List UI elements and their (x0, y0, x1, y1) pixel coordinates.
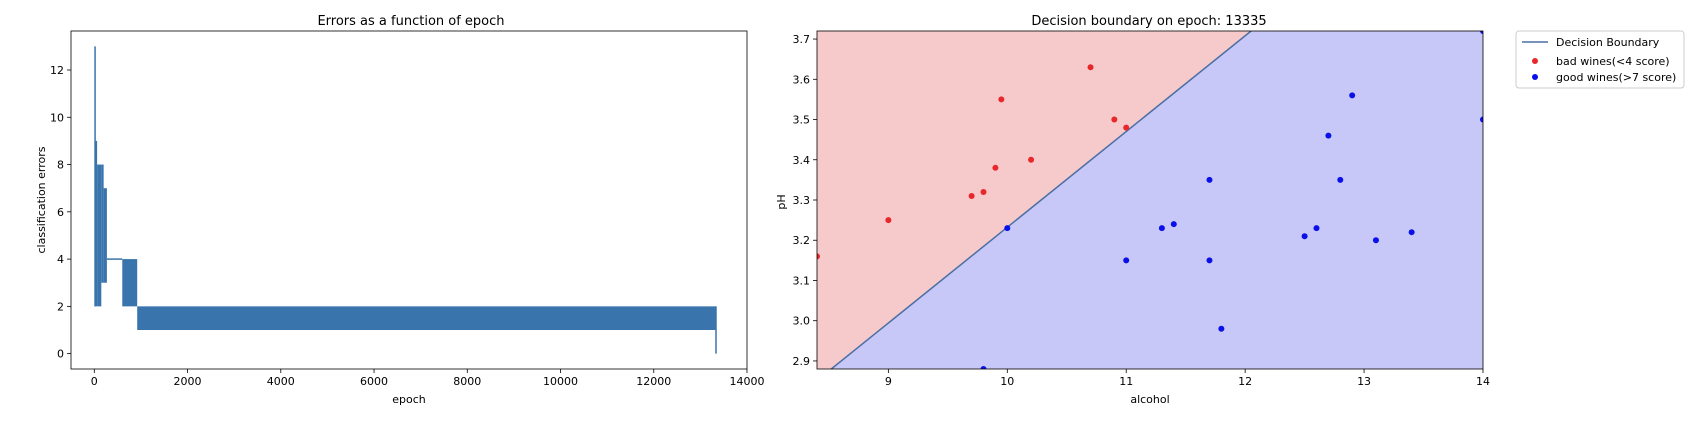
decision-y-tick-label: 3.3 (793, 194, 811, 207)
good-wine-point (1170, 221, 1177, 228)
good-wine-point (1313, 225, 1320, 232)
errors-x-tick-label: 2000 (174, 375, 202, 388)
bad-wine-point (1123, 124, 1130, 131)
good-wine-point (1480, 31, 1483, 34)
bad-wine-point (817, 253, 820, 260)
decision-y-tick-label: 3.5 (793, 114, 811, 127)
decision-y-ticks: 2.9 3.0 3.1 3.2 3.3 3.4 3.5 3.6 3.7 (793, 33, 817, 368)
decision-boundary-chart: Decision boundary on epoch: 13335 9 10 11 1… (775, 14, 1685, 406)
errors-x-tick-label: 8000 (453, 375, 481, 388)
good-wine-point (1123, 257, 1130, 264)
decision-y-tick-label: 3.1 (793, 274, 811, 287)
bad-wine-point (1087, 64, 1094, 71)
decision-x-tick-label: 11 (1119, 375, 1133, 388)
errors-series-segment (101, 164, 104, 283)
good-wine-point (1206, 176, 1213, 183)
errors-y-tick-label: 4 (57, 253, 64, 266)
decision-boundary-line (830, 31, 1252, 369)
good-wine-point (1337, 176, 1344, 183)
good-wine-point (980, 366, 987, 369)
errors-y-tick-label: 2 (57, 300, 64, 313)
decision-x-tick-label: 14 (1476, 375, 1490, 388)
decision-x-tick-label: 10 (1000, 375, 1014, 388)
decision-y-tick-label: 2.9 (793, 355, 811, 368)
errors-plot-frame (70, 30, 748, 370)
decision-x-tick-label: 13 (1357, 375, 1371, 388)
decision-chart-title: Decision boundary on epoch: 13335 (1031, 14, 1266, 29)
errors-series-segment (103, 188, 107, 283)
decision-x-tick-label: 9 (885, 375, 892, 388)
good-wine-point (1408, 229, 1415, 236)
decision-regions (817, 31, 1483, 369)
decision-y-tick-label: 3.7 (793, 33, 811, 46)
decision-y-tick-label: 3.2 (793, 234, 811, 247)
errors-y-tick-label: 8 (57, 159, 64, 172)
errors-x-tick-label: 0 (91, 375, 98, 388)
errors-y-tick-label: 10 (50, 111, 64, 124)
legend-box (1515, 30, 1685, 89)
errors-x-ticks: 0 2000 4000 6000 8000 10000 12000 14000 (91, 369, 765, 388)
good-wine-point (1158, 225, 1165, 232)
bad-wine-region (817, 31, 1252, 369)
errors-x-tick-label: 6000 (360, 375, 388, 388)
decision-y-tick-label: 3.4 (793, 154, 811, 167)
good-wine-region (831, 31, 1483, 369)
legend-good-label: good wines(>7 score) (1556, 71, 1676, 84)
bad-wine-point (998, 96, 1005, 103)
errors-x-axis-label: epoch (392, 393, 426, 406)
good-wine-point (1349, 92, 1356, 99)
bad-wine-point (992, 164, 999, 171)
decision-y-tick-label: 3.6 (793, 73, 811, 86)
errors-y-tick-label: 12 (50, 64, 64, 77)
errors-chart: Errors as a function of epoch 0 2000 4000 6… (35, 14, 765, 406)
errors-series-segment (97, 164, 102, 307)
bad-wine-point (980, 188, 987, 195)
bad-wine-point (885, 217, 892, 224)
errors-x-tick-label: 12000 (636, 375, 671, 388)
decision-y-axis-label: pH (775, 194, 788, 209)
errors-y-axis-label: classification errors (35, 146, 48, 253)
bad-wine-point (968, 192, 975, 199)
decision-y-tick-label: 3.0 (793, 315, 811, 328)
errors-chart-title: Errors as a function of epoch (317, 14, 504, 29)
errors-y-tick-label: 6 (57, 206, 64, 219)
decision-x-ticks: 9 10 11 12 13 14 (885, 369, 1490, 388)
legend-bad-label: bad wines(<4 score) (1556, 55, 1670, 68)
legend-boundary-label: Decision Boundary (1556, 36, 1660, 49)
errors-series-segment (94, 140, 98, 307)
decision-boundary (830, 31, 1252, 369)
bad-wine-point (1028, 156, 1035, 163)
decision-x-axis-label: alcohol (1130, 393, 1169, 406)
errors-x-tick-label: 14000 (730, 375, 765, 388)
good-wine-point (1206, 257, 1213, 264)
errors-x-tick-label: 10000 (543, 375, 578, 388)
errors-y-tick-label: 0 (57, 348, 64, 361)
good-wine-point (1372, 237, 1379, 244)
legend-good-marker (1532, 74, 1538, 80)
legend: Decision Boundary bad wines(<4 score) go… (1515, 30, 1685, 89)
bad-wine-point (1111, 116, 1118, 123)
decision-x-tick-label: 12 (1238, 375, 1252, 388)
errors-series-segment (122, 259, 138, 307)
good-wine-point (1218, 325, 1225, 332)
wine-points (817, 31, 1483, 369)
errors-series (94, 46, 717, 354)
legend-bad-marker (1532, 58, 1538, 64)
good-wine-point (1480, 116, 1483, 123)
good-wine-point (1325, 132, 1332, 139)
good-wine-point (1301, 233, 1308, 240)
errors-y-ticks: 0 2 4 6 8 10 12 (50, 64, 71, 361)
errors-x-tick-label: 4000 (267, 375, 295, 388)
errors-series-segment (137, 306, 716, 330)
good-wine-point (1004, 225, 1011, 232)
